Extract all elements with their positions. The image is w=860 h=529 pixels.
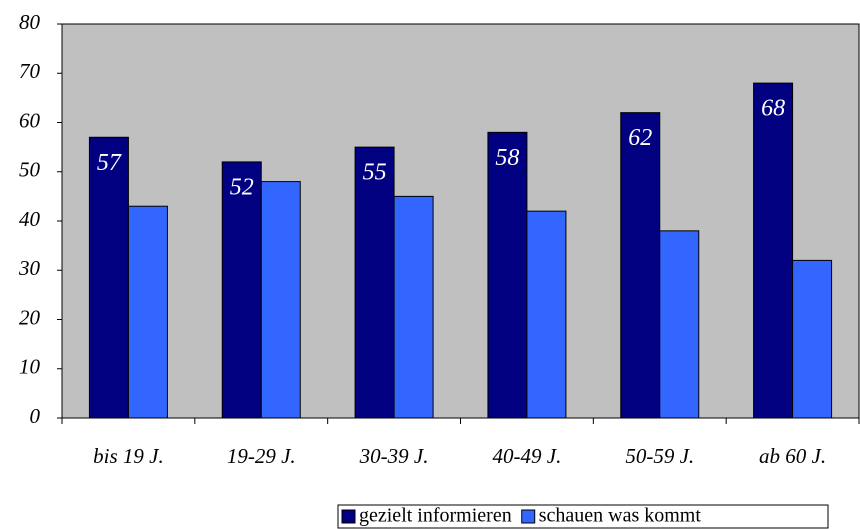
bar bbox=[221, 161, 262, 419]
x-tick-label: ab 60 J. bbox=[759, 444, 826, 468]
legend-swatch bbox=[341, 509, 356, 524]
y-tick-label: 70 bbox=[19, 59, 41, 83]
bar bbox=[620, 112, 661, 419]
bar bbox=[354, 146, 395, 419]
y-tick-label: 30 bbox=[18, 256, 41, 280]
data-label: 68 bbox=[761, 96, 785, 122]
bar bbox=[659, 230, 700, 419]
x-tick-label: 50-59 J. bbox=[625, 444, 694, 468]
bar bbox=[127, 205, 168, 419]
bar bbox=[753, 82, 794, 419]
legend-box bbox=[337, 504, 829, 529]
x-tick-label: 40-49 J. bbox=[493, 444, 562, 468]
y-tick-label: 60 bbox=[19, 108, 41, 132]
y-tick-label: 80 bbox=[19, 10, 41, 34]
y-tick-label: 10 bbox=[19, 355, 41, 379]
data-label: 58 bbox=[495, 145, 519, 171]
bar bbox=[526, 210, 567, 419]
bar bbox=[260, 181, 301, 419]
plot-area bbox=[61, 23, 860, 419]
data-label: 52 bbox=[230, 174, 254, 200]
data-label: 62 bbox=[628, 125, 652, 151]
data-label: 55 bbox=[363, 160, 387, 186]
x-tick-label: bis 19 J. bbox=[93, 444, 164, 468]
legend-label: schauen was kommt bbox=[539, 505, 702, 527]
y-tick-label: 50 bbox=[19, 158, 41, 182]
bar bbox=[393, 195, 434, 419]
x-tick-label: 30-39 J. bbox=[359, 444, 429, 468]
x-tick-label: 19-29 J. bbox=[227, 444, 296, 468]
legend-swatch bbox=[521, 509, 536, 524]
bar bbox=[487, 131, 528, 419]
legend-label: gezielt informieren bbox=[359, 505, 512, 527]
data-label: 57 bbox=[97, 150, 122, 176]
y-tick-label: 0 bbox=[30, 404, 41, 428]
y-tick-label: 20 bbox=[19, 305, 41, 329]
bar bbox=[88, 136, 129, 419]
y-tick-label: 40 bbox=[19, 207, 41, 231]
bar bbox=[792, 259, 833, 419]
